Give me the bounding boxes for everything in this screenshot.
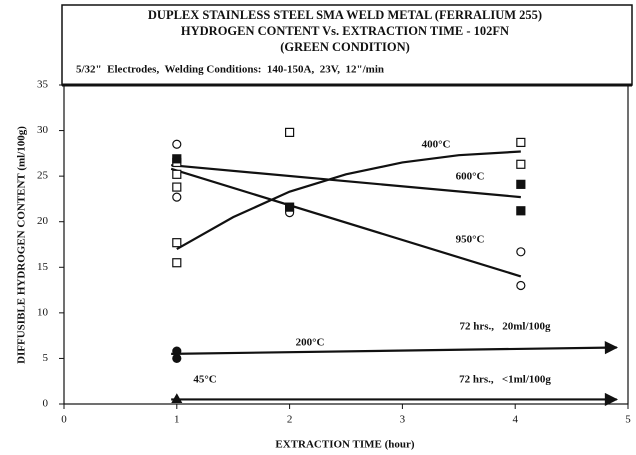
point bbox=[516, 159, 526, 169]
point bbox=[516, 280, 526, 291]
x-tick-label: 3 bbox=[400, 414, 406, 426]
point bbox=[172, 258, 182, 268]
point bbox=[171, 393, 183, 404]
line-label: 600°C bbox=[456, 171, 485, 183]
fit-line bbox=[170, 167, 522, 278]
title-line: (GREEN CONDITION) bbox=[280, 40, 410, 54]
line-label: 400°C bbox=[422, 139, 451, 151]
x-tick-label: 2 bbox=[287, 414, 293, 426]
title-line: HYDROGEN CONTENT Vs. EXTRACTION TIME - 1… bbox=[181, 24, 509, 38]
plot-frame bbox=[63, 84, 629, 405]
x-tick-label: 5 bbox=[625, 414, 631, 426]
y-tick-label: 10 bbox=[37, 306, 49, 318]
fit-line bbox=[171, 341, 619, 355]
point bbox=[172, 182, 182, 192]
x-tick-label: 4 bbox=[512, 414, 518, 426]
line-label: 45°C bbox=[193, 374, 216, 386]
point bbox=[285, 127, 295, 137]
point bbox=[172, 353, 182, 364]
line-label: 950°C bbox=[456, 234, 485, 246]
point bbox=[172, 192, 182, 202]
y-tick-label: 15 bbox=[37, 261, 49, 273]
annotation: 72 hrs., 20ml/100g bbox=[459, 321, 551, 333]
annotation: 72 hrs., <1ml/100g bbox=[459, 374, 551, 386]
point bbox=[172, 238, 182, 248]
y-tick-label: 0 bbox=[43, 398, 49, 410]
point bbox=[172, 169, 182, 179]
x-tick-label: 0 bbox=[61, 414, 67, 426]
point bbox=[516, 247, 526, 257]
point bbox=[172, 139, 182, 149]
fit-line bbox=[176, 150, 521, 251]
y-tick-label: 20 bbox=[37, 215, 49, 227]
point bbox=[516, 179, 526, 189]
y-axis-label: DIFFUSIBLE HYDROGEN CONTENT (ml/100g) bbox=[16, 126, 28, 364]
fit-line bbox=[171, 164, 521, 199]
y-tick-label: 5 bbox=[43, 352, 49, 364]
y-tick-label: 30 bbox=[37, 124, 49, 136]
y-tick-label: 25 bbox=[37, 170, 49, 182]
line-label: 200°C bbox=[296, 337, 325, 349]
point bbox=[285, 202, 295, 212]
y-tick-label: 35 bbox=[37, 79, 49, 91]
x-axis-label: EXTRACTION TIME (hour) bbox=[275, 439, 414, 451]
subtitle: 5/32" Electrodes, Welding Conditions: 14… bbox=[76, 64, 384, 76]
point bbox=[516, 137, 526, 148]
title-line: DUPLEX STAINLESS STEEL SMA WELD METAL (F… bbox=[148, 8, 542, 22]
point bbox=[516, 206, 526, 216]
x-tick-label: 1 bbox=[174, 414, 180, 426]
point bbox=[172, 154, 182, 164]
